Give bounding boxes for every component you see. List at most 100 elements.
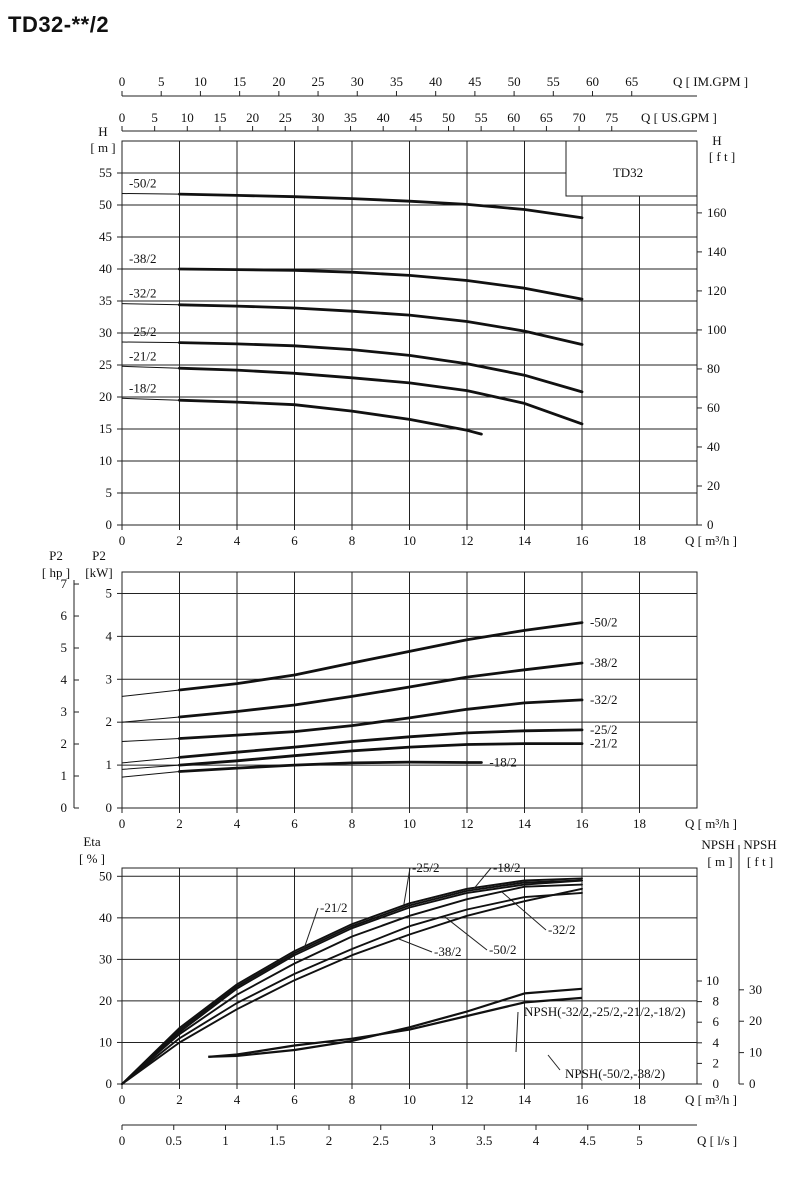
us-gpm-tick-label: 25 — [279, 110, 292, 125]
power-chart-y-tick-label: 3 — [106, 671, 113, 686]
im-gpm-tick-label: 0 — [119, 74, 126, 89]
efficiency-leader — [403, 867, 411, 906]
efficiency-curve-label: -25/2 — [412, 860, 439, 875]
ls-tick-label: 0.5 — [166, 1133, 182, 1148]
head-chart-y-tick-label: 15 — [99, 421, 112, 436]
npsh-curve-label: NPSH(-50/2,-38/2) — [565, 1066, 665, 1081]
im-gpm-tick-label: 55 — [547, 74, 560, 89]
head-chart-x-tick-label: 6 — [291, 533, 298, 548]
us-gpm-tick-label: 5 — [151, 110, 158, 125]
im-gpm-tick-label: 15 — [233, 74, 246, 89]
npsh-ft-tick-label: 10 — [749, 1045, 762, 1060]
power-curve-label: -18/2 — [489, 755, 516, 770]
npsh-ft-axis-unit: [ f t ] — [747, 854, 773, 869]
power-curve-lead — [121, 771, 180, 778]
power-curve-lead — [121, 764, 180, 770]
efficiency-leader — [397, 938, 433, 953]
efficiency-leader — [472, 867, 492, 891]
power-chart-y-tick-label: 1 — [106, 757, 113, 772]
power-curve — [178, 621, 584, 692]
power-chart-x-tick-label: 0 — [119, 816, 126, 831]
power-hp-tick-label: 3 — [61, 704, 68, 719]
power-hp-tick-label: 0 — [61, 800, 68, 815]
npsh-leader — [515, 1011, 519, 1053]
brand-box — [565, 140, 698, 197]
power-hp-axis-unit: [ hp ] — [42, 565, 70, 580]
head-chart-x-tick-label: 16 — [576, 533, 590, 548]
power-hp-tick-label: 2 — [61, 736, 68, 751]
im-gpm-tick-label: 50 — [508, 74, 521, 89]
power-curve-lead — [121, 756, 180, 764]
npsh-curve — [208, 996, 583, 1058]
head-y-axis-unit: [ m ] — [90, 140, 115, 155]
head-ft-tick-label: 60 — [707, 400, 720, 415]
head-curve — [178, 303, 584, 346]
power-curve-lead — [121, 689, 180, 697]
efficiency-chart-y-tick-label: 10 — [99, 1034, 112, 1049]
efficiency-chart-x-tick-label: 10 — [403, 1092, 416, 1107]
head-ft-tick-label: 20 — [707, 478, 720, 493]
npsh-m-tick-label: 10 — [706, 973, 719, 988]
efficiency-curve-label: -38/2 — [434, 944, 461, 959]
head-curve — [178, 192, 584, 220]
head-ft-tick-label: 160 — [707, 205, 727, 220]
power-hp-tick-label: 7 — [61, 576, 68, 591]
head-curve-lead — [121, 365, 180, 369]
npsh-m-tick-label: 6 — [713, 1014, 720, 1029]
head-chart-y-tick-label: 5 — [106, 485, 113, 500]
efficiency-chart-y-tick-label: 20 — [99, 993, 112, 1008]
power-curve-lead — [121, 738, 180, 742]
npsh-ft-tick-label: 0 — [749, 1076, 756, 1091]
head-ft-tick-label: 0 — [707, 517, 714, 532]
head-curve — [178, 398, 483, 436]
head-chart-y-tick-label: 20 — [99, 389, 112, 404]
head-chart-x-tick-label: 10 — [403, 533, 416, 548]
im-gpm-tick-label: 45 — [468, 74, 481, 89]
im-gpm-tick-label: 5 — [158, 74, 165, 89]
power-kw-axis-title: P2 — [92, 548, 106, 563]
power-chart-y-tick-label: 2 — [106, 714, 113, 729]
ls-axis-label: Q [ l/s ] — [697, 1133, 737, 1148]
power-chart-x-axis-label: Q [ m³/h ] — [685, 816, 737, 831]
us-gpm-tick-label: 45 — [409, 110, 422, 125]
head-chart-y-tick-label: 0 — [106, 517, 113, 532]
us-gpm-tick-label: 55 — [475, 110, 488, 125]
us-gpm-tick-label: 30 — [311, 110, 324, 125]
im-gpm-tick-label: 65 — [625, 74, 638, 89]
power-curve — [178, 742, 584, 767]
head-curve-lead — [121, 193, 180, 195]
head-chart-x-tick-label: 0 — [119, 533, 126, 548]
head-curve-label: -18/2 — [129, 380, 156, 395]
power-hp-tick-label: 6 — [61, 608, 68, 623]
ls-tick-label: 3 — [429, 1133, 436, 1148]
power-chart-y-tick-label: 0 — [106, 800, 113, 815]
head-ft-tick-label: 140 — [707, 244, 727, 259]
power-chart-y-tick-label: 5 — [106, 585, 113, 600]
head-ft-axis-unit: [ f t ] — [709, 149, 735, 164]
npsh-curve-label: NPSH(-32/2,-25/2,-21/2,-18/2) — [524, 1004, 685, 1019]
efficiency-curve-label: -32/2 — [548, 922, 575, 937]
efficiency-chart-y-tick-label: 0 — [106, 1076, 113, 1091]
efficiency-curve — [121, 877, 583, 1085]
head-curve-lead — [121, 303, 180, 306]
im-gpm-tick-label: 40 — [429, 74, 442, 89]
power-chart-x-tick-label: 6 — [291, 816, 298, 831]
efficiency-curve — [121, 887, 583, 1085]
power-kw-axis-unit: [kW] — [85, 565, 112, 580]
head-curve-label: -25/2 — [129, 324, 156, 339]
power-chart-x-tick-label: 12 — [461, 816, 474, 831]
efficiency-chart-y-tick-label: 50 — [99, 868, 112, 883]
power-chart-x-tick-label: 4 — [234, 816, 241, 831]
ls-tick-label: 1.5 — [269, 1133, 285, 1148]
us-gpm-tick-label: 75 — [605, 110, 618, 125]
head-ft-axis-title: H — [712, 133, 721, 148]
head-ft-tick-label: 80 — [707, 361, 720, 376]
head-chart-x-tick-label: 2 — [176, 533, 183, 548]
efficiency-curve-label: -21/2 — [320, 900, 347, 915]
efficiency-chart-x-tick-label: 2 — [176, 1092, 183, 1107]
efficiency-y-axis-title: Eta — [83, 834, 101, 849]
ls-tick-label: 2 — [326, 1133, 333, 1148]
im-gpm-tick-label: 60 — [586, 74, 599, 89]
npsh-ft-tick-label: 20 — [749, 1013, 762, 1028]
head-chart-x-tick-label: 12 — [461, 533, 474, 548]
